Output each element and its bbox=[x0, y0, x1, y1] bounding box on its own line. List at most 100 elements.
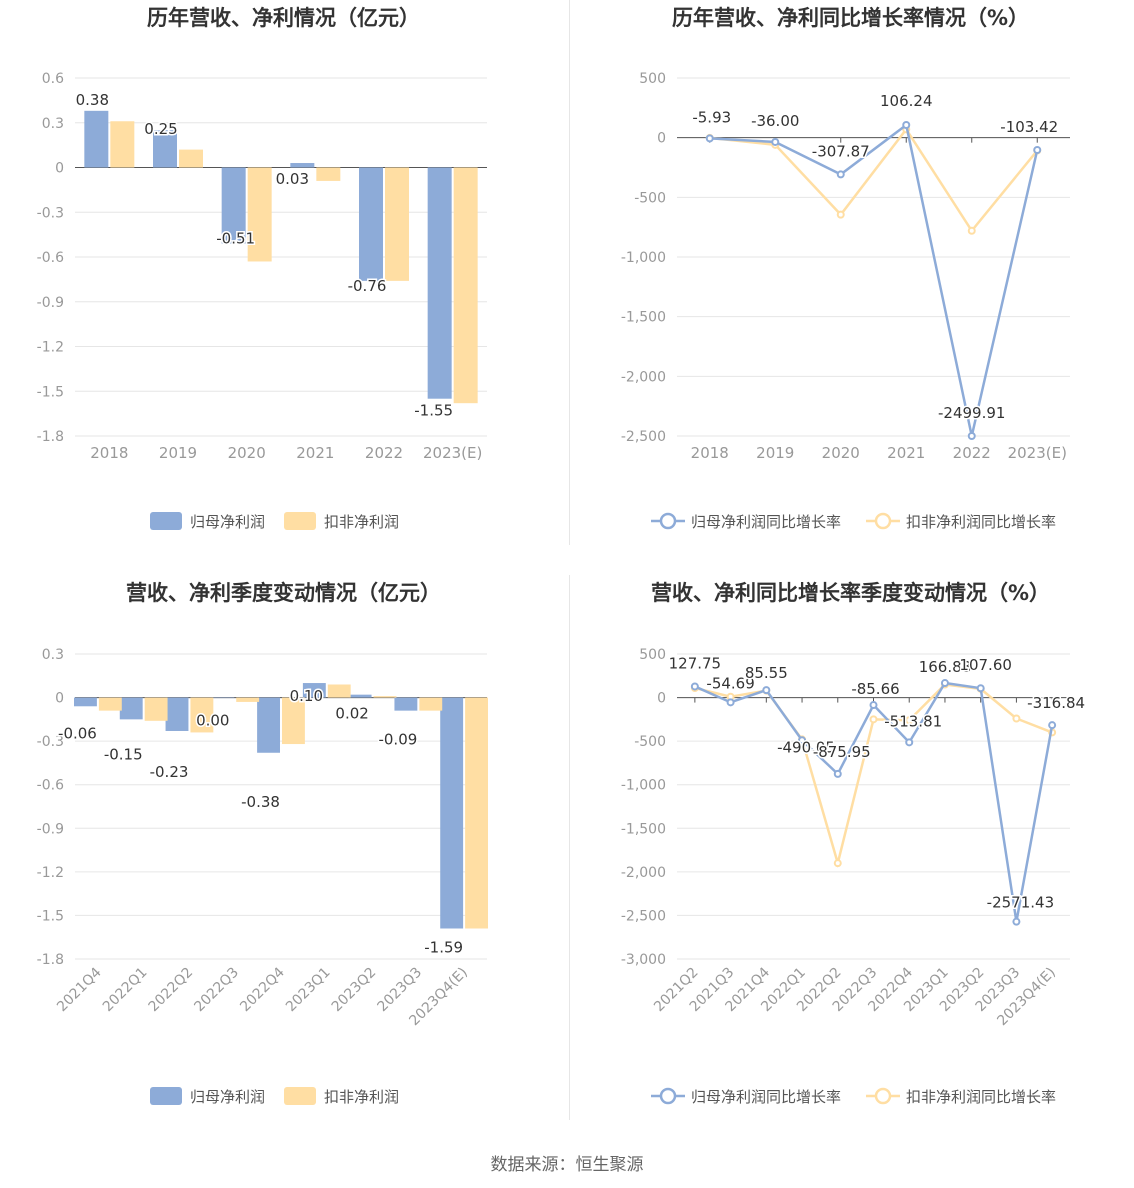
x-tick-label: 2021Q4 bbox=[54, 964, 105, 1015]
data-point bbox=[833, 859, 842, 868]
data-label: -1.55 bbox=[414, 402, 453, 420]
y-tick-label: -1.2 bbox=[37, 865, 64, 881]
y-tick-label: -2,000 bbox=[621, 865, 666, 881]
y-tick-label: -0.3 bbox=[37, 734, 64, 750]
bar-deducted-net-profit bbox=[419, 697, 443, 711]
bar-deducted-net-profit bbox=[327, 684, 351, 698]
chart-panel-quarterly-profit: 营收、净利季度变动情况（亿元） 0.3 0 -0.3 -0.6 -0.9 -1.2 -1.5… bbox=[0, 575, 567, 1150]
bar-parent-net-profit bbox=[290, 163, 315, 168]
data-label: -36.00 bbox=[751, 112, 799, 130]
chart-panel-annual-profit: 历年营收、净利情况（亿元） 0.6 0.3 0 -0.3 -0.6 -0.9 -1.2 -1.… bbox=[0, 0, 567, 575]
data-point bbox=[798, 736, 807, 745]
data-label: -0.15 bbox=[104, 745, 143, 763]
bar-parent-net-profit bbox=[165, 697, 189, 731]
data-label: 127.75 bbox=[669, 654, 722, 672]
bar-parent-net-profit bbox=[119, 697, 143, 720]
chart-quarterly-growth: 5000-500-1,000-1,500-2,000-2,500-3,00020… bbox=[621, 647, 1087, 1106]
series-line-deducted-growth bbox=[709, 127, 1039, 233]
y-tick-label: -1,000 bbox=[621, 778, 666, 794]
legend-marker bbox=[874, 1087, 892, 1105]
data-label: -0.76 bbox=[348, 277, 387, 295]
y-tick-label: -2,500 bbox=[621, 908, 666, 924]
legend-marker bbox=[659, 512, 677, 530]
chart-title: 营收、净利同比增长率季度变动情况（%） bbox=[650, 581, 1051, 605]
chart-title: 历年营收、净利情况（亿元） bbox=[147, 6, 420, 30]
data-label: -307.87 bbox=[812, 142, 870, 160]
data-point bbox=[1048, 721, 1057, 730]
bar-deducted-net-profit bbox=[236, 697, 260, 702]
x-tick-label: 2019 bbox=[756, 444, 794, 462]
data-point bbox=[967, 226, 976, 235]
chart-title: 营收、净利季度变动情况（亿元） bbox=[126, 581, 441, 605]
data-point bbox=[771, 137, 780, 146]
data-label: -316.84 bbox=[1027, 694, 1085, 712]
y-tick-label: 0 bbox=[55, 691, 64, 707]
y-tick-label: -1.5 bbox=[37, 908, 64, 924]
y-tick-label: -500 bbox=[634, 734, 666, 750]
data-label: 166.88 bbox=[919, 658, 972, 676]
data-point bbox=[1012, 917, 1021, 926]
y-tick-label: 500 bbox=[639, 71, 666, 87]
x-tick-label: 2022Q4 bbox=[237, 964, 288, 1015]
data-point bbox=[836, 170, 845, 179]
x-tick-label: 2022Q3 bbox=[191, 965, 242, 1016]
data-label: 85.55 bbox=[745, 664, 788, 682]
y-tick-label: -1.8 bbox=[37, 429, 64, 445]
data-label: -1.59 bbox=[424, 939, 463, 957]
legend-marker bbox=[284, 1087, 316, 1105]
data-point bbox=[905, 738, 914, 747]
x-tick-label: 2022Q1 bbox=[100, 965, 151, 1016]
bar-parent-net-profit bbox=[221, 167, 246, 244]
data-label: -875.95 bbox=[813, 743, 871, 761]
y-tick-label: -2,000 bbox=[621, 369, 666, 385]
data-point bbox=[1033, 146, 1042, 155]
y-tick-label: 0 bbox=[657, 691, 666, 707]
data-label: -513.81 bbox=[884, 712, 942, 730]
chart-panel-annual-growth: 历年营收、净利同比增长率情况（%） 500 0 -500 -1,000 -1,500 -2… bbox=[567, 0, 1134, 575]
y-tick-label: -0.9 bbox=[37, 821, 64, 837]
data-point bbox=[705, 134, 714, 143]
bar-parent-net-profit bbox=[211, 697, 235, 699]
data-label: 0.02 bbox=[335, 705, 368, 723]
bar-deducted-net-profit bbox=[179, 149, 203, 168]
bar-parent-net-profit bbox=[302, 683, 326, 698]
x-tick-label: 2021 bbox=[887, 444, 925, 462]
legend-marker bbox=[284, 512, 316, 530]
bar-parent-net-profit bbox=[359, 167, 383, 281]
data-label: -103.42 bbox=[1000, 118, 1058, 136]
data-label: 0.03 bbox=[276, 170, 309, 188]
y-tick-label: 0 bbox=[657, 131, 666, 147]
data-point bbox=[869, 701, 878, 710]
data-label: 0.38 bbox=[76, 91, 109, 109]
y-tick-label: -0.9 bbox=[37, 295, 64, 311]
bar-deducted-net-profit bbox=[282, 697, 305, 745]
data-label: -2571.43 bbox=[987, 894, 1054, 912]
bar-parent-net-profit bbox=[153, 130, 177, 168]
data-point bbox=[940, 679, 949, 688]
y-tick-label: -500 bbox=[634, 190, 666, 206]
x-tick-label: 2022 bbox=[365, 444, 403, 462]
y-tick-label: -1.5 bbox=[37, 384, 64, 400]
bar-parent-net-profit bbox=[74, 697, 97, 707]
data-label: -85.66 bbox=[851, 680, 899, 698]
chart-panel-quarterly-growth: 营收、净利同比增长率季度变动情况（%） 500 0 -500 -1,000 -1,500… bbox=[567, 575, 1134, 1150]
chart-annual-profit: 0.6 0.3 0 -0.3 -0.6 -0.9 -1.2 -1.5 -1.8 2018 2019 2… bbox=[37, 71, 487, 531]
legend-label: 归母净利润同比增长率 bbox=[691, 1088, 841, 1106]
data-label: -54.69 bbox=[706, 674, 754, 692]
data-point bbox=[762, 686, 771, 695]
x-tick-label: 2020 bbox=[822, 444, 860, 462]
series-line-parent-growth bbox=[709, 122, 1039, 437]
legend-marker bbox=[874, 512, 892, 530]
bar-deducted-net-profit bbox=[385, 167, 409, 281]
x-tick-label: 2022 bbox=[953, 444, 991, 462]
data-label: 107.60 bbox=[959, 656, 1012, 674]
legend-label: 扣非净利润 bbox=[324, 513, 399, 531]
data-label: -0.09 bbox=[378, 731, 417, 749]
legend-marker bbox=[150, 1087, 182, 1105]
y-tick-label: -1,000 bbox=[621, 250, 666, 266]
data-label: -0.23 bbox=[150, 763, 189, 781]
bar-parent-net-profit bbox=[257, 697, 280, 753]
y-tick-label: 500 bbox=[639, 647, 666, 663]
x-tick-label: 2023Q1 bbox=[283, 965, 334, 1016]
bar-deducted-net-profit bbox=[247, 167, 272, 262]
